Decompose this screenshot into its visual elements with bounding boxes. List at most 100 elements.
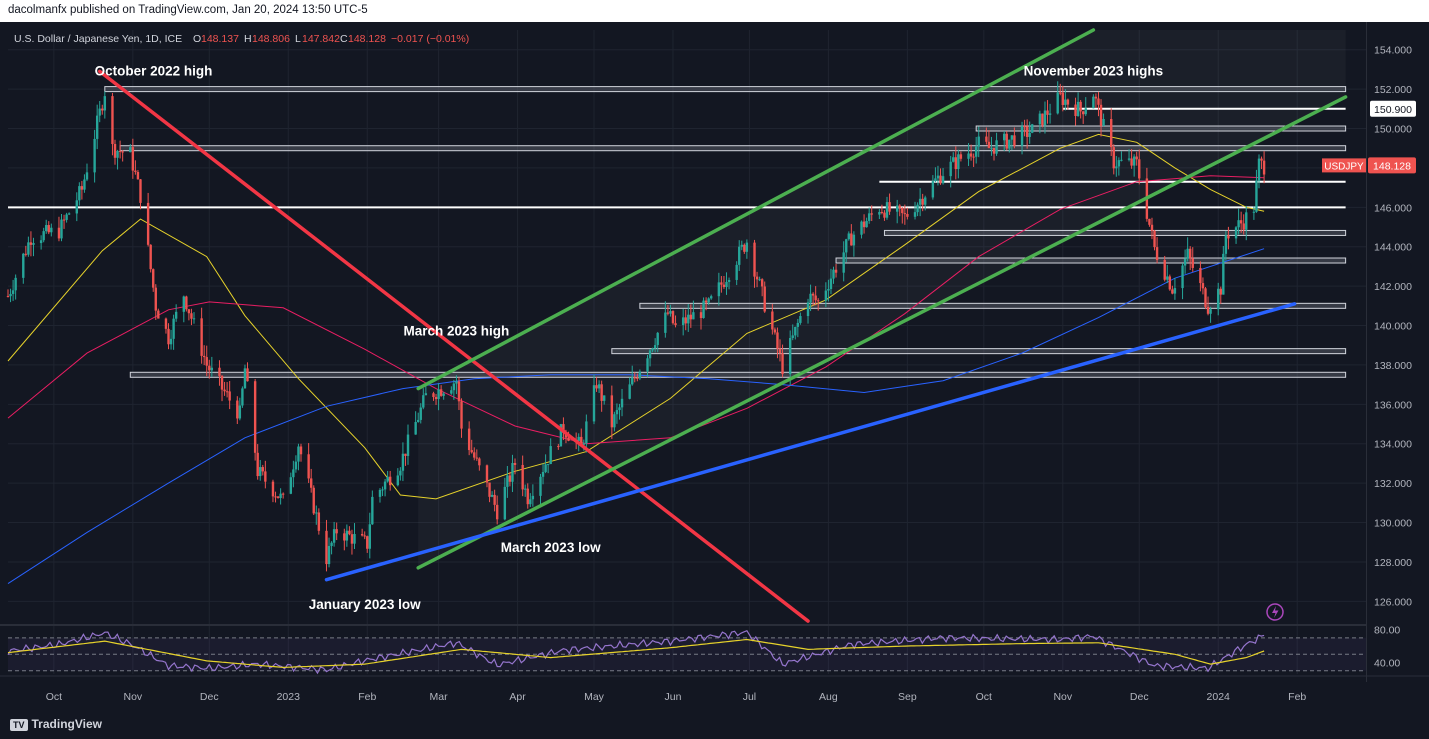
candle-body-320	[1148, 218, 1151, 225]
candle-body-218	[781, 353, 784, 375]
candle-body-353	[1262, 160, 1266, 175]
price-axis[interactable]: 150.900154.000152.000150.000148.000146.0…	[1322, 22, 1416, 682]
trendlines[interactable]	[97, 28, 1348, 623]
candle-body-154	[557, 446, 560, 448]
legend-close: 148.128	[348, 33, 386, 45]
candle-body-316	[1132, 156, 1136, 166]
candle-body-137	[493, 494, 496, 505]
candle-body-190	[684, 317, 687, 324]
time-tick-4: Feb	[358, 691, 376, 703]
trendline-long-term-support[interactable]	[324, 302, 1297, 582]
candle-body-276	[990, 147, 993, 149]
candle-body-90	[327, 545, 331, 565]
rsi-series-1	[7, 638, 1265, 669]
level-zone-2[interactable]	[975, 125, 1347, 132]
candle-body-222	[796, 322, 800, 327]
candle-body-119	[432, 393, 435, 398]
candle-body-314	[1127, 158, 1131, 160]
candle-body-118	[424, 393, 428, 396]
candle-body-117	[422, 395, 425, 408]
candle-body-348	[1245, 212, 1248, 230]
candle-body-68	[246, 368, 249, 382]
candle-body-149	[539, 476, 542, 496]
trendline-channel-upper[interactable]	[416, 28, 1096, 391]
candle-body-210	[755, 276, 759, 280]
candle-body-270	[969, 153, 973, 157]
level-zone-9[interactable]	[611, 348, 1347, 355]
candle-body-287	[1028, 132, 1031, 137]
candle-body-252	[903, 213, 907, 215]
moving-average-1	[7, 175, 1265, 445]
trendline-descending-resistance[interactable]	[97, 69, 810, 623]
candle-body-7	[29, 242, 33, 245]
moving-average-0	[7, 133, 1265, 500]
horizontal-levels[interactable]	[8, 86, 1347, 378]
candle-body-272	[974, 146, 978, 157]
candle-body-74	[271, 481, 275, 497]
level-zone-7[interactable]	[835, 257, 1347, 264]
legend: U.S. Dollar / Japanese Yen, 1D, ICE O 14…	[14, 33, 469, 45]
time-tick-0: Oct	[46, 691, 62, 703]
trendline-channel-lower[interactable]	[416, 95, 1348, 570]
candle-body-9	[39, 240, 43, 244]
candle-body-21	[80, 186, 84, 190]
candle-body-335	[1201, 283, 1205, 289]
usdjpy-chart[interactable]: October 2022 high November 2023 highs Marc…	[0, 22, 1429, 710]
candle-body-203	[727, 279, 731, 282]
candle-body-8	[32, 243, 35, 245]
level-zone-6[interactable]	[883, 229, 1347, 236]
candle-body-103	[371, 496, 374, 525]
candle-body-83	[299, 446, 303, 455]
tradingview-logo[interactable]: TV TradingView	[10, 717, 102, 731]
level-label-1: 150.900	[1374, 104, 1412, 116]
level-zone-0[interactable]	[104, 86, 1347, 93]
candle-body-172	[618, 407, 621, 411]
candle-body-204	[735, 264, 738, 280]
time-tick-8: Jun	[665, 691, 682, 703]
legend-h-label: H	[244, 33, 252, 45]
candle-body-350	[1255, 180, 1258, 212]
candle-body-318	[1138, 159, 1141, 179]
candle-body-52	[190, 313, 193, 319]
time-tick-15: 2024	[1207, 691, 1231, 703]
level-zone-8[interactable]	[639, 302, 1347, 309]
candle-body-42	[154, 287, 157, 311]
candle-body-279	[1003, 133, 1006, 141]
time-tick-11: Sep	[898, 691, 917, 703]
candle-body-344	[1234, 227, 1238, 239]
time-axis[interactable]: Oct Nov Dec 2023 Feb Mar Apr May Jun Jul Aug Sep Oct…	[0, 675, 1429, 703]
candle-body-87	[315, 512, 318, 514]
candle-body-41	[152, 269, 155, 288]
legend-low: 147.842	[302, 33, 340, 45]
candle-body-307	[1099, 104, 1103, 126]
candle-body-217	[778, 348, 782, 354]
candle-body-321	[1150, 224, 1154, 231]
level-zone-10[interactable]	[129, 371, 1347, 378]
candle-body-182	[653, 345, 657, 349]
time-tick-16: Feb	[1288, 691, 1306, 703]
time-tick-3: 2023	[277, 691, 301, 703]
level-zone-3[interactable]	[119, 145, 1347, 152]
symbol-badge: USDJPY	[1324, 161, 1364, 172]
candle-body-278	[995, 140, 998, 154]
candle-body-300	[1076, 101, 1080, 116]
alert-bolt-icon[interactable]	[1266, 603, 1284, 621]
candle-body-180	[648, 350, 652, 359]
candle-body-198	[710, 296, 713, 299]
candle-body-193	[692, 312, 695, 320]
candle-body-223	[799, 316, 802, 323]
candle-body-123	[442, 393, 445, 396]
candle-body-61	[223, 389, 226, 392]
candle-body-13	[50, 227, 53, 233]
candle-body-6	[27, 242, 30, 255]
candle-body-144	[521, 464, 524, 490]
candle-body-209	[753, 242, 756, 277]
legend-high: 148.806	[252, 33, 290, 45]
candle-body-251	[901, 207, 904, 214]
candle-body-14	[57, 227, 61, 239]
candle-body-339	[1217, 288, 1220, 310]
time-tick-13: Nov	[1053, 691, 1072, 703]
candle-body-266	[954, 157, 957, 170]
footer: TV TradingView	[0, 710, 1429, 739]
candle-body-352	[1260, 158, 1263, 161]
